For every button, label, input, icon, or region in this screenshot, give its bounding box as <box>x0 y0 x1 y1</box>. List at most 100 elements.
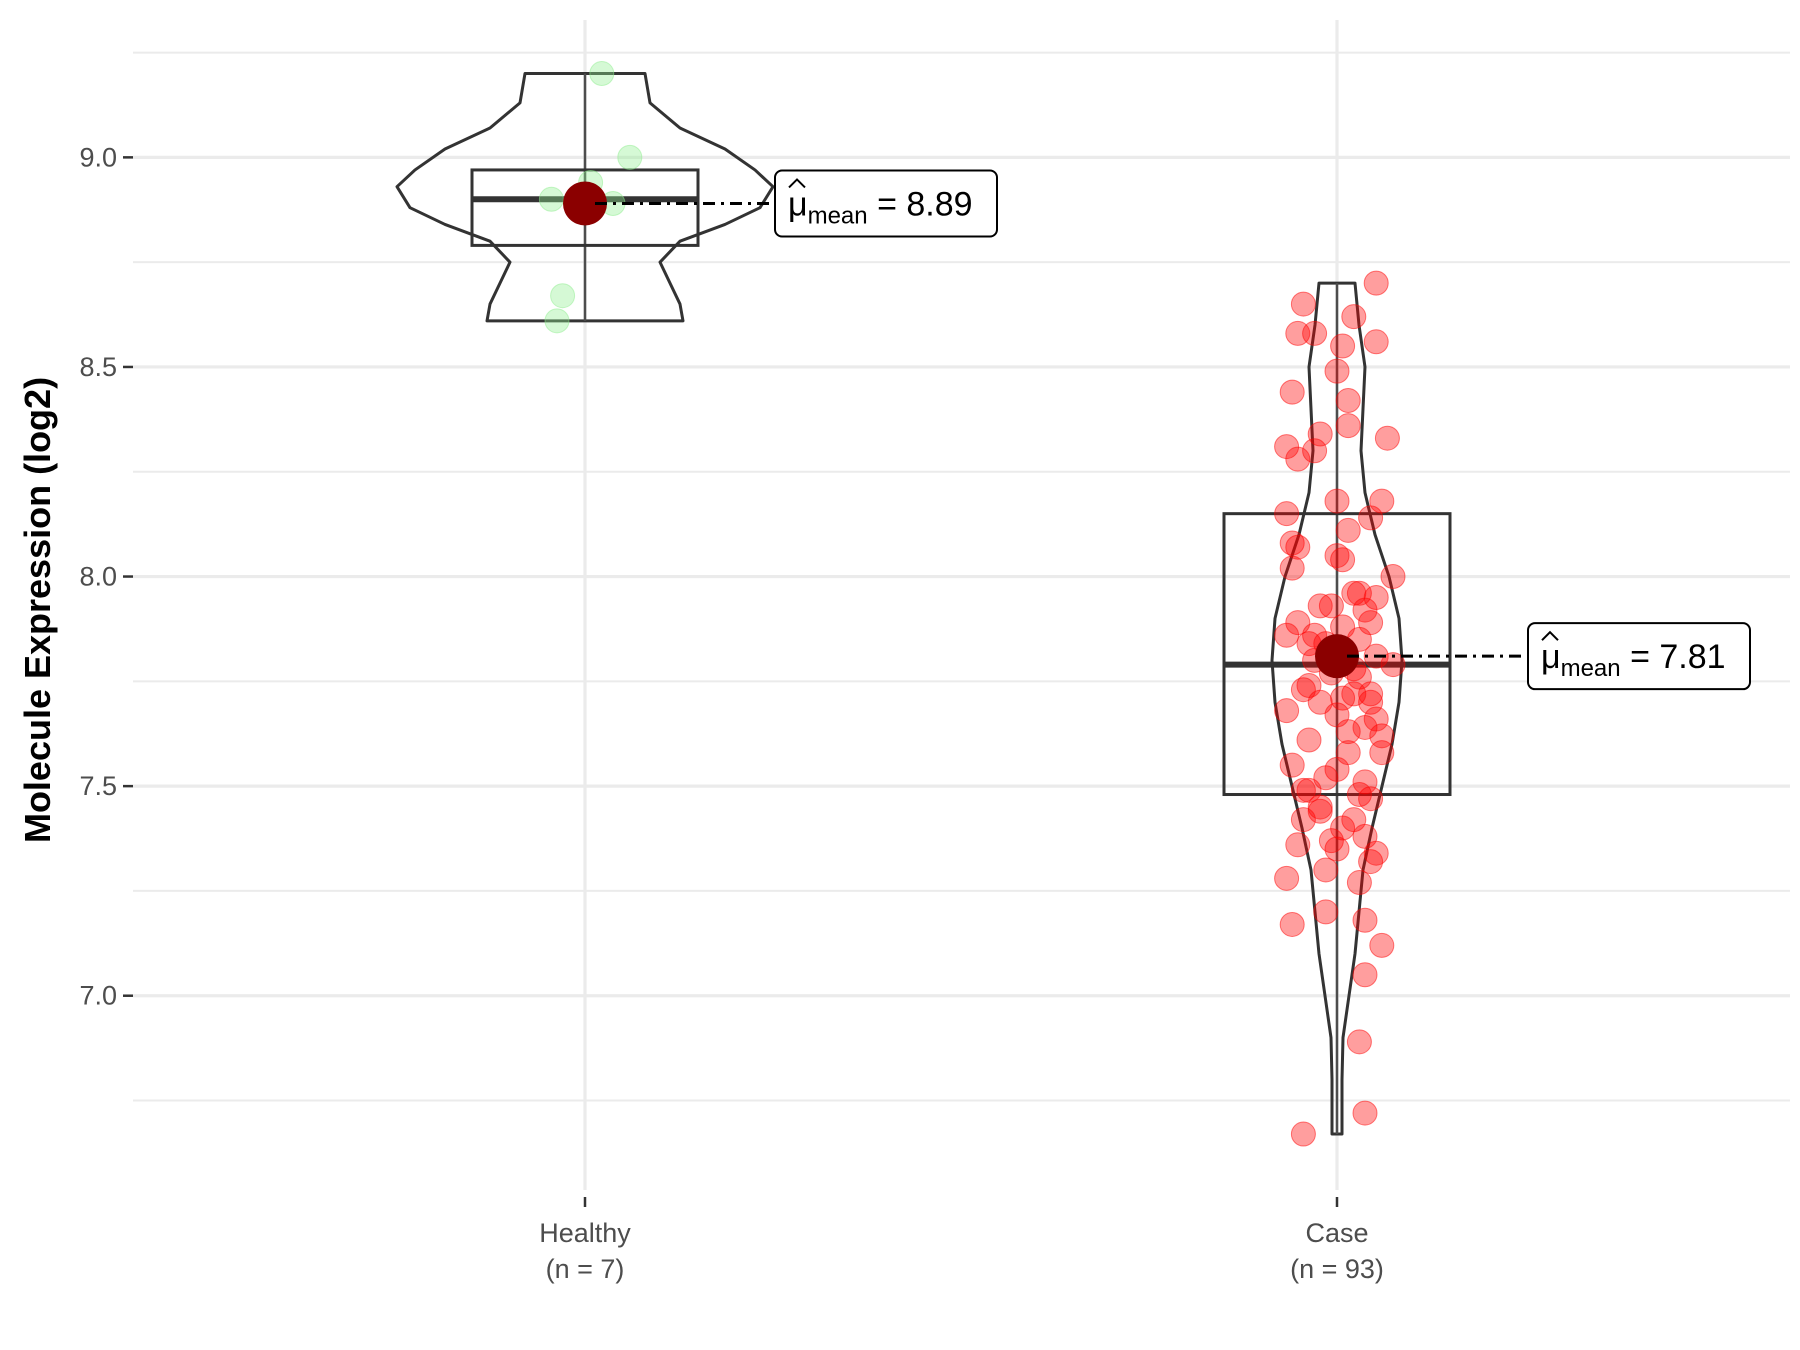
data-point <box>1335 719 1361 745</box>
data-point <box>1279 555 1305 581</box>
group-case <box>1222 270 1528 1147</box>
data-point <box>1346 1029 1372 1055</box>
data-point <box>1285 610 1311 636</box>
data-point <box>1274 501 1300 527</box>
data-point <box>1313 899 1339 925</box>
data-point <box>1302 622 1328 648</box>
data-point <box>1307 421 1333 447</box>
data-point <box>1374 425 1400 451</box>
y-tick-label: 7.5 <box>79 771 117 801</box>
x-tick-label: Case <box>1305 1218 1368 1248</box>
data-point <box>1302 438 1328 464</box>
data-point <box>1285 832 1311 858</box>
data-point <box>1290 807 1316 833</box>
data-point <box>1324 836 1350 862</box>
data-point <box>1274 865 1300 891</box>
data-point <box>1285 446 1311 472</box>
data-point <box>550 283 576 309</box>
data-point <box>1341 580 1367 606</box>
data-point <box>1307 689 1333 715</box>
data-point <box>1380 564 1406 590</box>
data-point <box>1363 329 1389 355</box>
data-point <box>1279 911 1305 937</box>
mean-label-box <box>774 169 998 238</box>
data-point <box>1285 534 1311 560</box>
mean-value: = 7.81 <box>1621 638 1726 676</box>
data-point <box>1346 870 1372 896</box>
data-point <box>1290 291 1316 317</box>
data-point <box>1369 932 1395 958</box>
data-point <box>1307 593 1333 619</box>
box <box>470 168 700 247</box>
data-point <box>1352 769 1378 795</box>
hat-icon <box>788 178 806 189</box>
group-healthy <box>395 61 775 334</box>
data-point <box>1285 320 1311 346</box>
mean-label: μmean = 8.89 <box>788 185 973 229</box>
data-point <box>1369 740 1395 766</box>
data-point <box>1290 1121 1316 1147</box>
y-tick-label: 7.0 <box>79 981 117 1011</box>
data-point <box>1274 698 1300 724</box>
axis-layer: 7.0 7.5 8.0 8.5 9.0 Healthy (n = 7) Case (n = 93… <box>79 142 1383 1284</box>
data-point <box>1335 413 1361 439</box>
data-point <box>544 308 570 334</box>
box <box>1222 512 1452 797</box>
data-point <box>1279 379 1305 405</box>
data-point <box>1352 907 1378 933</box>
data-point <box>1307 798 1333 824</box>
data-point <box>589 61 615 87</box>
data-point <box>1318 593 1344 619</box>
data-point <box>1279 752 1305 778</box>
hat-icon <box>1541 630 1559 641</box>
x-tick-count: (n = 93) <box>1290 1254 1384 1284</box>
mean-symbol: μ <box>1541 638 1561 676</box>
mean-value: = 8.89 <box>868 185 973 223</box>
mean-label-box <box>1527 622 1751 691</box>
data-point <box>1290 777 1316 803</box>
data-point <box>1352 714 1378 740</box>
data-point <box>617 144 643 170</box>
data-point <box>1380 652 1406 678</box>
data-point <box>1363 270 1389 296</box>
data-point <box>1290 677 1316 703</box>
data-point <box>1296 727 1322 753</box>
y-axis-title: Molecule Expression (log2) <box>17 377 58 843</box>
data-point <box>1324 488 1350 514</box>
data-point <box>1330 547 1356 573</box>
group-layer <box>395 61 1528 1147</box>
data-point <box>1358 610 1384 636</box>
x-tick-label: Healthy <box>539 1218 631 1248</box>
data-point <box>1330 685 1356 711</box>
data-point <box>1346 580 1372 606</box>
mean-label: μmean = 7.81 <box>1541 638 1726 682</box>
data-point <box>1352 962 1378 988</box>
violin-outline <box>1270 281 1404 1136</box>
mean-point <box>563 181 607 226</box>
mean-symbol: μ <box>788 185 808 223</box>
violin-outline <box>395 72 775 323</box>
y-tick-label: 9.0 <box>79 142 117 172</box>
data-point <box>1335 387 1361 413</box>
data-point <box>1358 786 1384 812</box>
data-point <box>1358 689 1384 715</box>
data-point <box>1324 358 1350 384</box>
data-point <box>1335 517 1361 543</box>
data-point <box>1358 849 1384 875</box>
data-point <box>1296 777 1322 803</box>
data-point <box>1363 585 1389 610</box>
mean-subscript: mean <box>808 202 868 229</box>
data-point <box>1330 815 1356 841</box>
data-point <box>1341 304 1367 330</box>
data-point <box>1358 505 1384 531</box>
y-tick-label: 8.0 <box>79 562 117 592</box>
data-point <box>1313 857 1339 883</box>
data-point <box>1274 434 1300 460</box>
x-tick-count: (n = 7) <box>546 1254 625 1284</box>
y-tick-label: 8.5 <box>79 352 117 382</box>
data-point <box>538 186 564 212</box>
data-point <box>1330 333 1356 359</box>
